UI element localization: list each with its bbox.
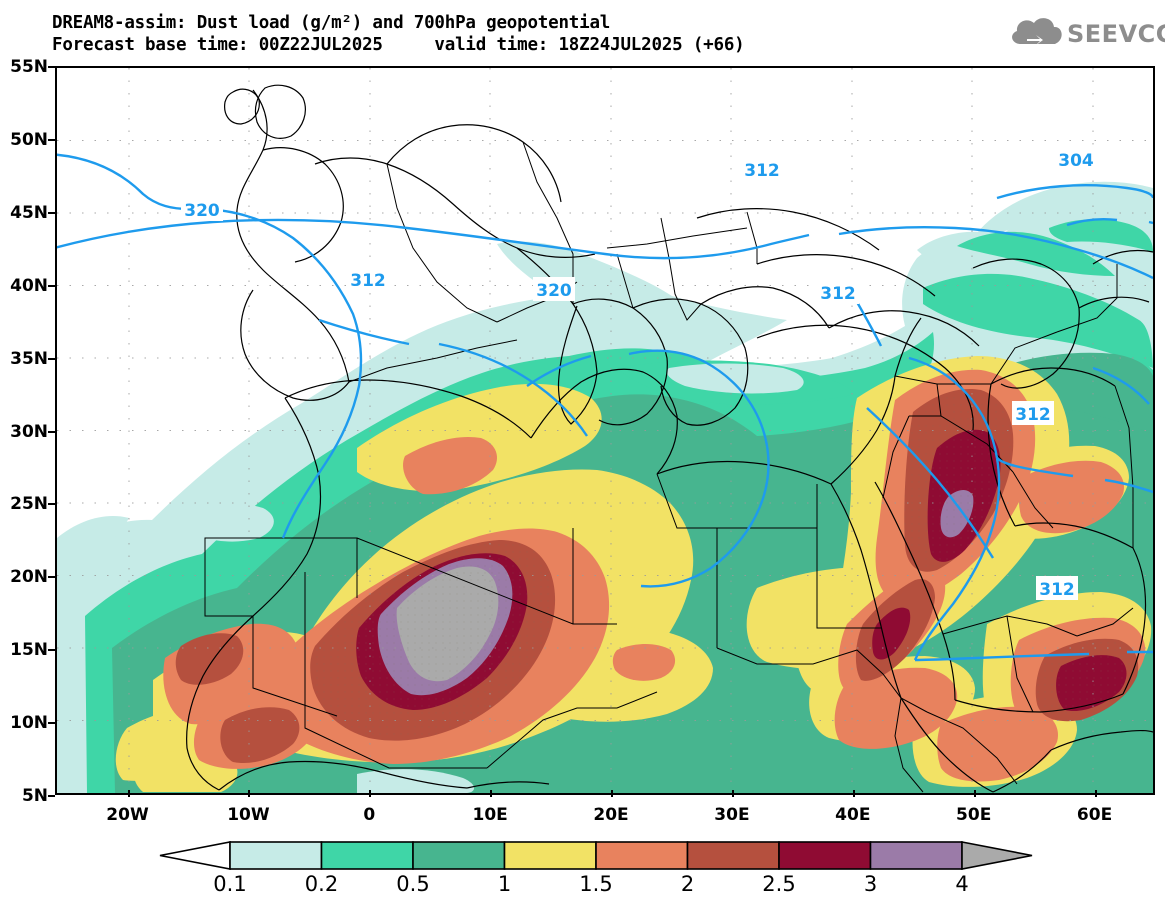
latitude-tick-label: 20N: [10, 567, 48, 588]
colorbar-tick-label: 3: [863, 872, 878, 896]
latitude-tick-mark: [48, 576, 55, 579]
latitude-tick-label: 15N: [10, 640, 48, 661]
longitude-tick-mark: [852, 790, 855, 797]
colorbar-overflow-arrow: [961, 841, 1033, 870]
longitude-tick-label: 50E: [956, 805, 992, 825]
colorbar-swatches: [159, 841, 1033, 870]
longitude-tick-mark: [369, 790, 372, 797]
longitude-tick-label: 0: [363, 805, 376, 825]
latitude-tick-mark: [48, 722, 55, 725]
latitude-tick-mark: [48, 649, 55, 652]
longitude-tick-mark: [731, 790, 734, 797]
latitude-tick-label: 55N: [10, 57, 48, 77]
longitude-tick-mark: [973, 790, 976, 797]
latitude-tick-label: 50N: [10, 129, 48, 150]
colorbar-swatch: [320, 841, 414, 870]
svg-text:320: 320: [536, 281, 572, 301]
longitude-tick-mark: [127, 790, 130, 797]
colorbar-tick-label: 0.1: [213, 872, 247, 896]
colorbar-swatch: [778, 841, 872, 870]
dust-load-map: 320 312 304 312 320 312 312 312: [57, 68, 1153, 793]
latitude-tick-mark: [48, 138, 55, 141]
svg-text:320: 320: [184, 201, 220, 221]
forecast-time-subtitle: Forecast base time: 00Z22JUL2025 valid t…: [52, 35, 745, 55]
longitude-tick-mark: [490, 790, 493, 797]
colorbar-tick-label: 2: [680, 872, 695, 896]
latitude-tick-label: 45N: [10, 202, 48, 223]
longitude-tick-mark: [1094, 790, 1097, 797]
svg-text:312: 312: [1015, 405, 1051, 425]
longitude-tick-label: 10E: [472, 805, 508, 825]
latitude-tick-label: 5N: [21, 786, 48, 806]
colorbar-swatch: [412, 841, 506, 870]
coastlines-layer: [186, 84, 1153, 793]
chart-title-block: DREAM8-assim: Dust load (g/m²) and 700hP…: [52, 12, 1012, 56]
latitude-tick-label: 25N: [10, 494, 48, 515]
latitude-tick-mark: [48, 284, 55, 287]
longitude-tick-mark: [248, 790, 251, 797]
latitude-axis: 5N 10N 15N 20N 25N 30N 35N 40N 45N 50N 55N: [0, 57, 55, 806]
colorbar-tick-label: 4: [955, 872, 969, 896]
svg-text:312: 312: [744, 161, 780, 181]
colorbar-swatch: [503, 841, 597, 870]
latitude-tick-mark: [48, 66, 55, 68]
longitude-tick-label: 40E: [835, 805, 871, 825]
svg-text:312: 312: [350, 271, 386, 291]
seevccc-logo: SEEVCCC: [1007, 14, 1165, 56]
svg-text:312: 312: [820, 284, 856, 304]
longitude-tick-label: 20W: [106, 805, 149, 825]
latitude-tick-label: 10N: [10, 713, 48, 734]
cloud-arrow-icon: [1012, 18, 1062, 45]
colorbar: 0.1 0.2 0.5 1 1.5 2 2.5 3 4: [0, 838, 1165, 907]
colorbar-underflow-arrow: [159, 841, 231, 870]
colorbar-tick-label: 0.5: [396, 872, 430, 896]
colorbar-tick-label: 2.5: [762, 872, 796, 896]
latitude-tick-mark: [48, 503, 55, 506]
page-title: DREAM8-assim: Dust load (g/m²) and 700hP…: [52, 13, 611, 33]
latitude-tick-mark: [48, 357, 55, 360]
colorbar-tick-label: 1.5: [579, 872, 613, 896]
longitude-tick-label: 30E: [714, 805, 750, 825]
map-panel: 320 312 304 312 320 312 312 312: [55, 66, 1155, 795]
longitude-tick-label: 60E: [1076, 805, 1113, 825]
colorbar-tick-label: 0.2: [304, 872, 339, 896]
latitude-tick-label: 30N: [10, 421, 48, 442]
colorbar-swatch: [686, 841, 780, 870]
svg-text:304: 304: [1058, 151, 1094, 171]
geopotential-contour-labels: 320 312 304 312 320 312 312 312: [181, 147, 1097, 600]
longitude-tick-label: 10W: [227, 805, 270, 825]
longitude-axis: 20W 10W 0 10E 20E 30E 40E 50E 60E: [55, 790, 1155, 829]
latitude-tick-mark: [48, 211, 55, 214]
svg-text:312: 312: [1039, 580, 1075, 600]
logo-text: SEEVCCC: [1067, 20, 1165, 48]
latitude-tick-label: 35N: [10, 348, 48, 369]
colorbar-swatch: [595, 841, 689, 870]
longitude-tick-label: 20E: [593, 805, 629, 825]
latitude-tick-label: 40N: [10, 275, 48, 296]
latitude-tick-mark: [48, 795, 55, 797]
colorbar-tick-label: 1: [497, 872, 512, 896]
colorbar-swatch: [869, 841, 963, 870]
geopotential-contours: [57, 153, 1153, 662]
longitude-tick-mark: [611, 790, 614, 797]
colorbar-swatch: [229, 841, 323, 870]
latitude-tick-mark: [48, 430, 55, 433]
